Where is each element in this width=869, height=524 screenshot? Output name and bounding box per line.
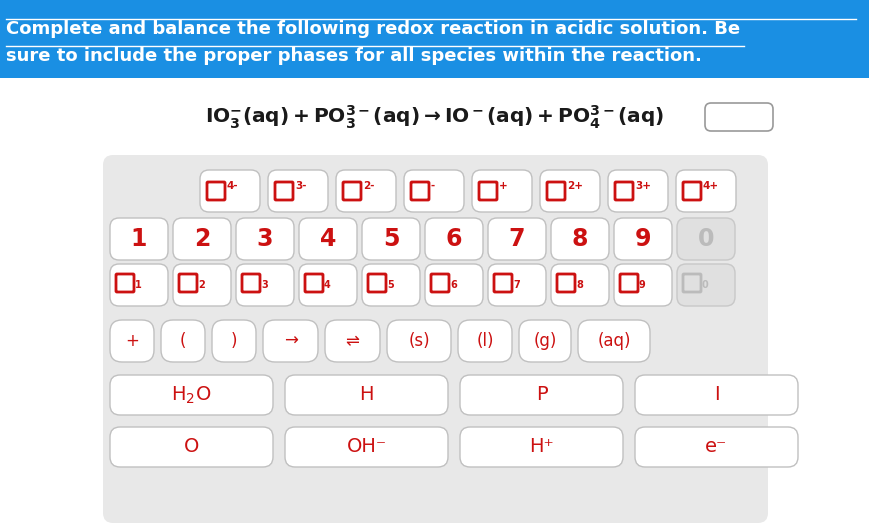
Text: 6: 6 [445,227,461,251]
FancyBboxPatch shape [550,264,608,306]
Text: -: - [430,181,434,191]
Text: 7: 7 [513,280,519,290]
FancyBboxPatch shape [109,427,273,467]
FancyBboxPatch shape [425,264,482,306]
FancyBboxPatch shape [577,320,649,362]
FancyBboxPatch shape [550,218,608,260]
Text: 4-: 4- [227,181,238,191]
FancyBboxPatch shape [235,264,294,306]
Text: P: P [535,386,547,405]
FancyBboxPatch shape [268,170,328,212]
Text: 7: 7 [508,227,525,251]
Text: 0: 0 [701,280,708,290]
Text: 3+: 3+ [634,181,650,191]
FancyBboxPatch shape [109,320,154,362]
Text: 8: 8 [571,227,587,251]
Text: 2+: 2+ [567,181,582,191]
FancyBboxPatch shape [634,375,797,415]
Text: ⇌: ⇌ [345,332,359,350]
FancyBboxPatch shape [387,320,450,362]
FancyBboxPatch shape [299,218,356,260]
FancyBboxPatch shape [262,320,318,362]
FancyBboxPatch shape [488,218,546,260]
Text: +: + [499,181,507,191]
FancyBboxPatch shape [425,218,482,260]
FancyBboxPatch shape [362,218,420,260]
Text: 4+: 4+ [702,181,719,191]
FancyBboxPatch shape [675,170,735,212]
Text: 5: 5 [382,227,399,251]
FancyBboxPatch shape [109,264,168,306]
Text: 9: 9 [638,280,645,290]
Text: 4: 4 [323,280,330,290]
Text: Complete and balance the following redox reaction in acidic solution. Be: Complete and balance the following redox… [6,20,740,38]
Text: 0: 0 [697,227,713,251]
FancyBboxPatch shape [519,320,570,362]
Text: 3: 3 [256,227,273,251]
FancyBboxPatch shape [285,375,448,415]
Text: ): ) [230,332,237,350]
FancyBboxPatch shape [299,264,356,306]
Text: +: + [125,332,139,350]
FancyBboxPatch shape [285,427,448,467]
Text: 2-: 2- [362,181,374,191]
Text: 3-: 3- [295,181,306,191]
FancyBboxPatch shape [460,427,622,467]
FancyBboxPatch shape [0,0,869,78]
FancyBboxPatch shape [0,78,869,155]
FancyBboxPatch shape [614,264,671,306]
Text: H⁺: H⁺ [528,438,554,456]
Text: (s): (s) [408,332,429,350]
Text: O: O [183,438,199,456]
FancyBboxPatch shape [200,170,260,212]
Text: 2: 2 [194,227,210,251]
Text: (: ( [180,332,186,350]
FancyBboxPatch shape [335,170,395,212]
FancyBboxPatch shape [488,264,546,306]
FancyBboxPatch shape [173,264,231,306]
Text: 1: 1 [130,227,147,251]
FancyBboxPatch shape [109,375,273,415]
Text: OH⁻: OH⁻ [346,438,386,456]
Text: 4: 4 [320,227,335,251]
Text: H: H [359,386,374,405]
FancyBboxPatch shape [325,320,380,362]
FancyBboxPatch shape [161,320,205,362]
Text: $\mathbf{IO_3^{\boldsymbol{-}}(aq) + PO_3^{3-}(aq) \rightarrow IO^-(aq) + PO_4^{: $\mathbf{IO_3^{\boldsymbol{-}}(aq) + PO_… [205,103,664,130]
Text: (aq): (aq) [596,332,630,350]
Text: I: I [713,386,719,405]
FancyBboxPatch shape [607,170,667,212]
FancyBboxPatch shape [109,218,168,260]
Text: 3: 3 [261,280,268,290]
Text: 6: 6 [449,280,456,290]
Text: (g): (g) [533,332,556,350]
Text: 9: 9 [634,227,651,251]
Text: 1: 1 [135,280,142,290]
FancyBboxPatch shape [212,320,255,362]
FancyBboxPatch shape [235,218,294,260]
Text: 2: 2 [198,280,204,290]
Text: 8: 8 [575,280,582,290]
FancyBboxPatch shape [362,264,420,306]
FancyBboxPatch shape [403,170,463,212]
Text: e⁻: e⁻ [705,438,726,456]
FancyBboxPatch shape [676,218,734,260]
FancyBboxPatch shape [676,264,734,306]
Text: sure to include the proper phases for all species within the reaction.: sure to include the proper phases for al… [6,47,701,65]
FancyBboxPatch shape [472,170,531,212]
FancyBboxPatch shape [634,427,797,467]
Text: H$_2$O: H$_2$O [171,384,211,406]
FancyBboxPatch shape [460,375,622,415]
FancyBboxPatch shape [614,218,671,260]
FancyBboxPatch shape [540,170,600,212]
FancyBboxPatch shape [173,218,231,260]
Text: (l): (l) [475,332,494,350]
Text: →: → [283,332,297,350]
Text: 5: 5 [387,280,394,290]
FancyBboxPatch shape [457,320,512,362]
FancyBboxPatch shape [103,155,767,523]
